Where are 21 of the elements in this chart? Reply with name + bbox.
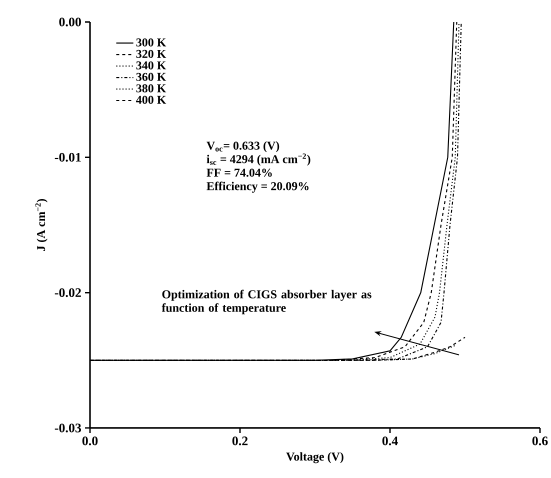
annotation: i$_{sc}$ = 4294 (mA cm$^{−2}$) bbox=[206, 153, 310, 166]
y-tick-label: -0.03 bbox=[54, 424, 82, 432]
legend-label: 320 K bbox=[136, 50, 166, 58]
y-axis-title: J (A cm$^{−2}$) bbox=[35, 199, 48, 251]
x-tick-label: 0.2 bbox=[232, 436, 248, 446]
annotation: Optimization of CIGS absorber layer as function of temperature bbox=[162, 290, 372, 314]
x-tick-label: 0.6 bbox=[532, 436, 548, 446]
legend-label: 300 K bbox=[136, 38, 166, 46]
annotation: FF = 74.04% bbox=[206, 168, 272, 177]
y-tick-label: -0.02 bbox=[54, 288, 81, 298]
x-tick-label: 0.0 bbox=[82, 436, 98, 446]
legend-label: 340 K bbox=[136, 61, 166, 70]
y-tick-label: 0.00 bbox=[59, 18, 81, 26]
annotation: Efficiency = 20.09% bbox=[206, 182, 308, 193]
annotation: V$_{oc}$= 0.633 (V) bbox=[206, 141, 280, 152]
x-tick-label: 0.4 bbox=[382, 436, 398, 446]
legend-label: 360 K bbox=[136, 72, 166, 81]
y-tick-label: -0.01 bbox=[54, 152, 81, 162]
legend-label: 400 K bbox=[136, 96, 166, 104]
x-axis-title: Voltage (V) bbox=[286, 452, 344, 464]
legend-label: 380 K bbox=[136, 84, 166, 92]
